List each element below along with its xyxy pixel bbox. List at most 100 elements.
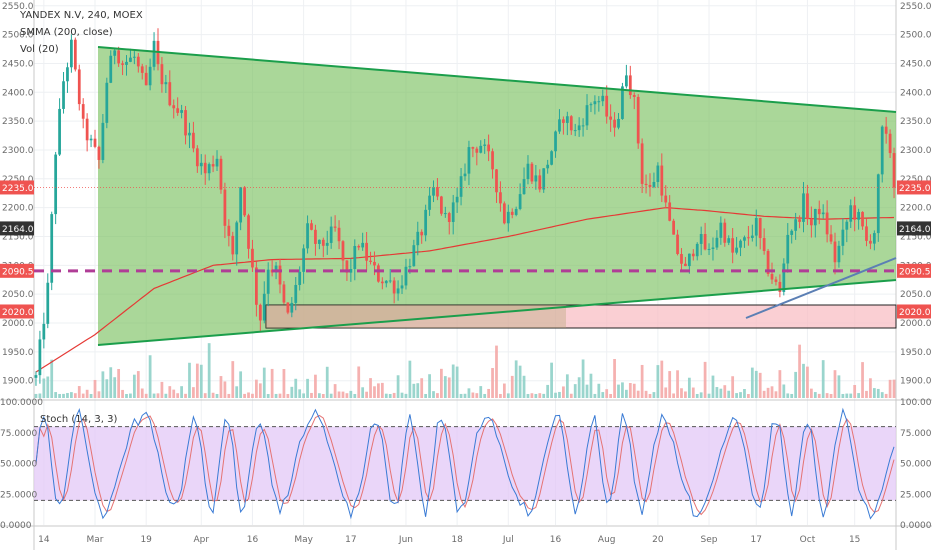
candle-body[interactable] (813, 208, 817, 226)
candle-body[interactable] (345, 260, 349, 273)
candle-body[interactable] (117, 50, 121, 64)
candle-body[interactable] (384, 280, 388, 284)
candle-body[interactable] (215, 158, 219, 167)
candle-body[interactable] (479, 145, 483, 153)
candle-body[interactable] (703, 234, 707, 250)
candle-body[interactable] (203, 162, 207, 174)
candle-body[interactable] (125, 61, 128, 65)
candle-body[interactable] (723, 222, 727, 243)
candle-body[interactable] (809, 219, 813, 226)
candle-body[interactable] (888, 133, 892, 154)
candle-body[interactable] (522, 179, 526, 195)
candle-body[interactable] (699, 234, 703, 244)
candle-body[interactable] (129, 57, 132, 62)
candle-body[interactable] (443, 213, 447, 215)
candle-body[interactable] (373, 261, 376, 266)
candle-body[interactable] (337, 227, 341, 242)
candle-body[interactable] (282, 284, 286, 303)
candle-body[interactable] (357, 245, 361, 248)
candle-body[interactable] (609, 116, 613, 120)
candle-body[interactable] (766, 250, 770, 274)
candle-body[interactable] (199, 162, 203, 167)
candle-body[interactable] (778, 281, 782, 292)
candle-body[interactable] (121, 63, 124, 65)
candle-body[interactable] (148, 66, 152, 86)
candle-body[interactable] (829, 234, 833, 242)
candle-body[interactable] (286, 302, 290, 313)
candle-body[interactable] (687, 253, 691, 267)
candle-body[interactable] (707, 248, 711, 250)
candle-body[interactable] (526, 163, 530, 180)
candle-body[interactable] (42, 323, 46, 340)
candle-body[interactable] (837, 245, 841, 263)
candle-body[interactable] (833, 241, 837, 263)
candle-body[interactable] (467, 147, 471, 174)
candle-body[interactable] (81, 104, 85, 119)
candle-body[interactable] (743, 237, 746, 241)
candle-body[interactable] (105, 82, 109, 123)
candle-body[interactable] (499, 192, 502, 204)
candle-body[interactable] (400, 285, 404, 289)
candle-body[interactable] (644, 183, 648, 185)
candle-body[interactable] (695, 243, 699, 257)
candle-body[interactable] (849, 205, 853, 222)
candle-body[interactable] (353, 245, 357, 269)
candle-body[interactable] (160, 64, 164, 85)
candle-body[interactable] (420, 231, 424, 236)
candle-body[interactable] (77, 69, 81, 105)
candle-body[interactable] (164, 82, 168, 85)
candle-body[interactable] (605, 95, 609, 117)
candle-body[interactable] (180, 110, 183, 113)
candle-body[interactable] (255, 267, 258, 305)
candle-body[interactable] (569, 116, 573, 131)
candle-body[interactable] (447, 213, 451, 222)
candle-body[interactable] (589, 104, 593, 106)
candle-body[interactable] (388, 280, 392, 282)
candle-body[interactable] (50, 214, 54, 283)
candle-body[interactable] (845, 221, 849, 230)
candle-body[interactable] (581, 125, 585, 127)
triangle-lower-line[interactable] (97, 279, 897, 346)
candle-body[interactable] (70, 39, 73, 68)
candle-body[interactable] (483, 144, 487, 146)
candle-body[interactable] (231, 235, 235, 255)
candle-body[interactable] (861, 211, 864, 227)
candle-body[interactable] (223, 189, 227, 226)
candle-body[interactable] (140, 66, 144, 73)
candle-body[interactable] (66, 67, 69, 82)
candle-body[interactable] (790, 230, 794, 235)
candle-body[interactable] (188, 132, 191, 136)
candle-body[interactable] (841, 229, 845, 246)
candle-body[interactable] (172, 105, 176, 109)
candle-body[interactable] (613, 119, 616, 128)
candle-body[interactable] (302, 248, 305, 272)
candle-body[interactable] (192, 132, 195, 149)
candle-body[interactable] (664, 195, 668, 203)
candle-body[interactable] (869, 240, 872, 244)
candle-body[interactable] (404, 266, 408, 286)
candle-body[interactable] (73, 39, 77, 70)
candle-body[interactable] (601, 95, 605, 102)
candle-body[interactable] (325, 242, 329, 246)
candle-body[interactable] (758, 217, 762, 239)
candle-body[interactable] (514, 208, 518, 215)
candle-body[interactable] (144, 72, 148, 86)
candle-body[interactable] (636, 96, 640, 144)
candle-body[interactable] (628, 75, 632, 96)
candle-body[interactable] (876, 174, 880, 234)
candle-body[interactable] (731, 238, 735, 253)
candle-body[interactable] (625, 75, 628, 87)
candle-body[interactable] (290, 302, 294, 313)
candle-body[interactable] (684, 263, 687, 267)
triangle-upper-line[interactable] (97, 46, 897, 113)
candle-body[interactable] (554, 131, 557, 152)
candle-body[interactable] (436, 187, 439, 197)
candle-body[interactable] (274, 265, 278, 273)
candle-body[interactable] (349, 268, 353, 273)
candles[interactable] (34, 28, 896, 386)
candle-body[interactable] (502, 203, 506, 224)
candle-body[interactable] (317, 239, 321, 244)
candle-body[interactable] (735, 247, 738, 253)
